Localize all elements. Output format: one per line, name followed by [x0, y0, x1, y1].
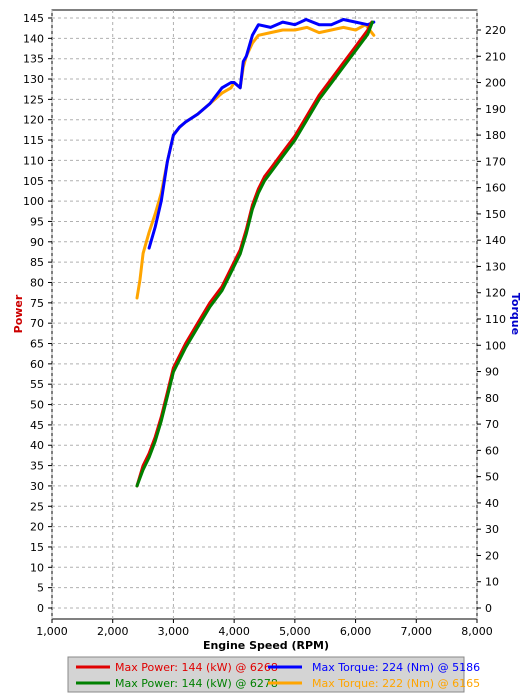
y-left-tick-label: 75	[30, 297, 44, 310]
x-tick-label: 3,000	[158, 625, 190, 638]
y-right-tick-label: 40	[485, 497, 499, 510]
y-left-tick-label: 90	[30, 236, 44, 249]
legend-label-torque-blue: Max Torque: 224 (Nm) @ 5186	[312, 661, 480, 674]
y-left-tick-label: 105	[23, 175, 44, 188]
y-right-tick-label: 190	[485, 103, 506, 116]
y-right-tick-label: 80	[485, 392, 499, 405]
y-right-tick-label: 210	[485, 50, 506, 63]
y-left-tick-label: 120	[23, 114, 44, 127]
y-right-tick-label: 200	[485, 77, 506, 90]
y-left-tick-label: 55	[30, 378, 44, 391]
y-left-tick-label: 80	[30, 276, 44, 289]
y-right-tick-label: 10	[485, 576, 499, 589]
y-left-tick-label: 85	[30, 256, 44, 269]
y-right-tick-label: 180	[485, 129, 506, 142]
x-tick-label: 7,000	[401, 625, 433, 638]
y-left-tick-label: 10	[30, 561, 44, 574]
x-tick-label: 5,000	[279, 625, 311, 638]
y-left-tick-label: 140	[23, 32, 44, 45]
legend-label-torque-orange: Max Torque: 222 (Nm) @ 6165	[312, 677, 480, 690]
y-left-tick-label: 50	[30, 399, 44, 412]
series-line-2	[147, 18, 376, 250]
series-layer	[135, 18, 376, 488]
y-right-axis-title: Torque	[509, 293, 522, 335]
plot-area	[51, 9, 478, 620]
y-left-tick-label: 0	[37, 602, 44, 615]
y-left-tick-label: 5	[37, 582, 44, 595]
legend-box	[67, 656, 465, 693]
y-left-tick-label: 20	[30, 521, 44, 534]
y-right-tick-label: 140	[485, 234, 506, 247]
y-left-axis-title: Power	[12, 294, 25, 333]
y-left-tick-label: 110	[23, 154, 44, 167]
y-left-tick-label: 15	[30, 541, 44, 554]
y-left-tick-label: 25	[30, 500, 44, 513]
y-left-tick-label: 130	[23, 73, 44, 86]
y-right-tick-label: 110	[485, 313, 506, 326]
x-tick-label: 1,000	[36, 625, 68, 638]
y-left-tick-label: 100	[23, 195, 44, 208]
y-right-tick-label: 170	[485, 155, 506, 168]
y-left-tick-label: 135	[23, 53, 44, 66]
x-tick-label: 6,000	[340, 625, 372, 638]
y-right-tick-label: 150	[485, 208, 506, 221]
y-left-tick-label: 145	[23, 12, 44, 25]
y-right-tick-label: 60	[485, 444, 499, 457]
y-left-tick-label: 70	[30, 317, 44, 330]
series-line-1	[135, 20, 374, 488]
y-left-tick-labels: 0 5 10 15 20 25 30 35 40 45 50 55 60 65 70 75 80 85 90 95 10…	[23, 12, 52, 615]
y-right-tick-label: 120	[485, 287, 506, 300]
x-tick-label: 2,000	[97, 625, 129, 638]
legend-label-power-red: Max Power: 144 (kW) @ 6268	[115, 661, 278, 674]
grid	[51, 10, 478, 619]
y-right-tick-label: 20	[485, 549, 499, 562]
y-right-tick-labels: 0 10 20 30 40 50 60 70 80 90 100 110 120 130 140 150 160…	[477, 24, 506, 615]
y-left-tick-label: 30	[30, 480, 44, 493]
x-tick-label: 8,000	[461, 625, 493, 638]
y-left-tick-label: 115	[23, 134, 44, 147]
y-right-tick-label: 50	[485, 471, 499, 484]
y-right-tick-label: 70	[485, 418, 499, 431]
y-left-tick-label: 125	[23, 93, 44, 106]
y-left-tick-label: 35	[30, 460, 44, 473]
x-tick-labels: 1,000 2,000 3,000 4,000 5,000 6,000 7,000 8,000	[36, 619, 493, 638]
x-tick-label: 4,000	[218, 625, 250, 638]
y-right-tick-label: 130	[485, 260, 506, 273]
legend: Max Power: 144 (kW) @ 6268 Max Power: 14…	[67, 656, 480, 693]
y-right-tick-label: 0	[485, 602, 492, 615]
y-left-tick-label: 45	[30, 419, 44, 432]
y-right-tick-label: 160	[485, 182, 506, 195]
y-left-tick-label: 60	[30, 358, 44, 371]
legend-label-power-green: Max Power: 144 (kW) @ 6278	[115, 677, 278, 690]
y-left-tick-label: 65	[30, 338, 44, 351]
x-axis-title: Engine Speed (RPM)	[203, 639, 329, 652]
y-right-tick-label: 220	[485, 24, 506, 37]
y-right-tick-label: 100	[485, 339, 506, 352]
y-right-tick-label: 30	[485, 523, 499, 536]
y-left-tick-label: 95	[30, 215, 44, 228]
y-right-tick-label: 90	[485, 366, 499, 379]
y-left-tick-label: 40	[30, 439, 44, 452]
